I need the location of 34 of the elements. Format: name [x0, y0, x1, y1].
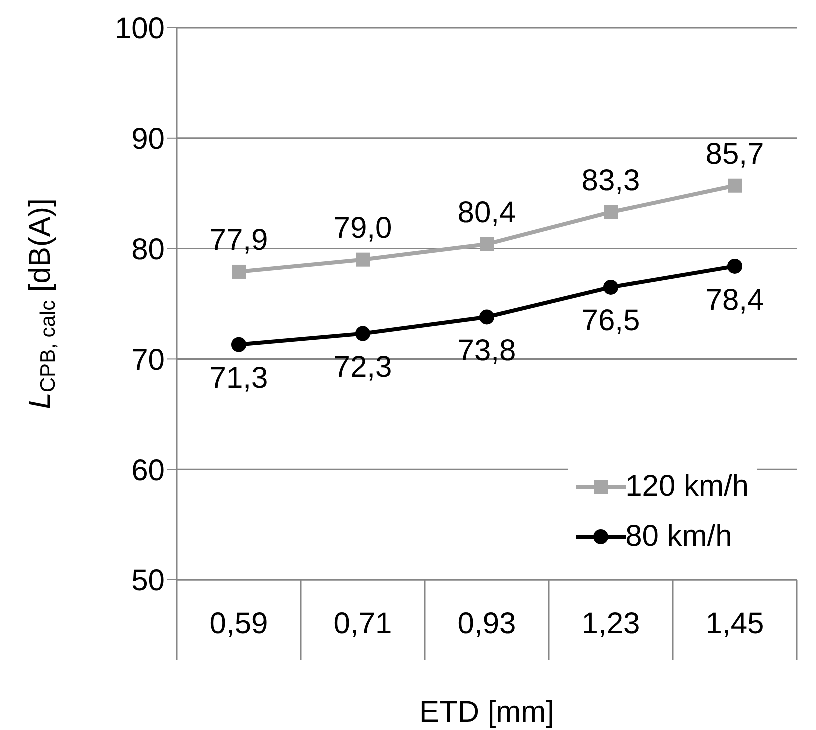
x-tick-label: 0,59	[210, 607, 268, 640]
data-label: 76,5	[582, 304, 640, 338]
point	[232, 264, 246, 279]
data-label: 77,9	[210, 224, 268, 257]
data-label: 73,8	[458, 334, 516, 368]
y-tick-label: 90	[132, 123, 165, 156]
data-label: 85,7	[706, 138, 764, 171]
x-tick-label: 0,71	[334, 607, 392, 640]
y-tick-label: 80	[132, 233, 165, 266]
point	[728, 178, 742, 193]
x-tick-label: 0,93	[458, 607, 516, 640]
data-label: 83,3	[582, 164, 640, 198]
legend-label: 80 km/h	[626, 520, 732, 554]
data-label: 79,0	[334, 212, 392, 245]
y-tick-label: 50	[132, 564, 165, 598]
y-tick-label: 60	[132, 454, 165, 488]
point	[232, 337, 246, 352]
point	[604, 280, 618, 295]
y-tick-label: 70	[132, 344, 165, 377]
point	[480, 237, 494, 252]
data-label: 80,4	[458, 196, 516, 230]
data-label: 78,4	[706, 284, 764, 317]
data-label: 71,3	[210, 362, 268, 396]
point	[356, 252, 370, 267]
point	[728, 258, 742, 274]
data-label: 72,3	[334, 351, 392, 384]
point	[604, 205, 618, 220]
y-tick-label: 100	[114, 12, 165, 46]
x-tick-label: 1,23	[582, 607, 640, 640]
point	[480, 310, 494, 325]
x-axis-title: ETD [mm]	[420, 696, 554, 729]
x-tick-label: 1,45	[706, 607, 764, 640]
point	[356, 326, 370, 342]
legend-label: 120 km/h	[626, 470, 749, 504]
